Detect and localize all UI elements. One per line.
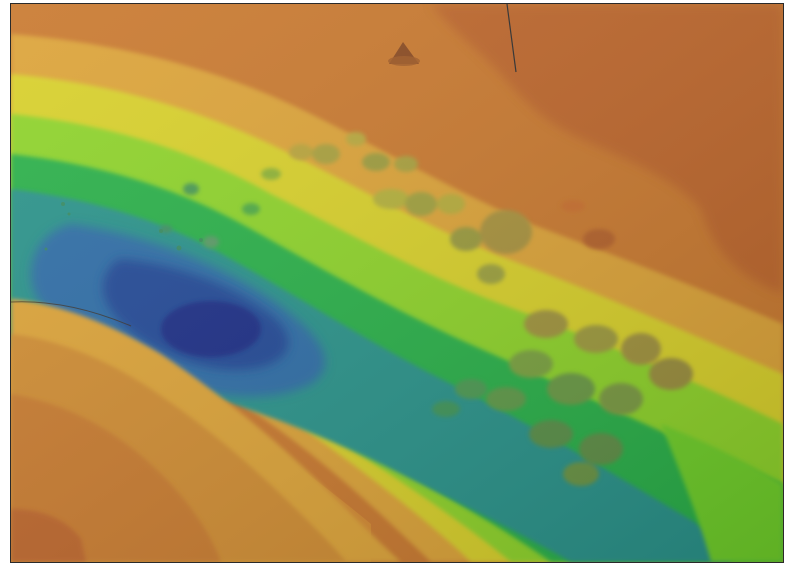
map-viewport[interactable] [10, 3, 784, 563]
terrain-surface[interactable] [11, 4, 783, 562]
hillshade-overlay [11, 4, 783, 562]
